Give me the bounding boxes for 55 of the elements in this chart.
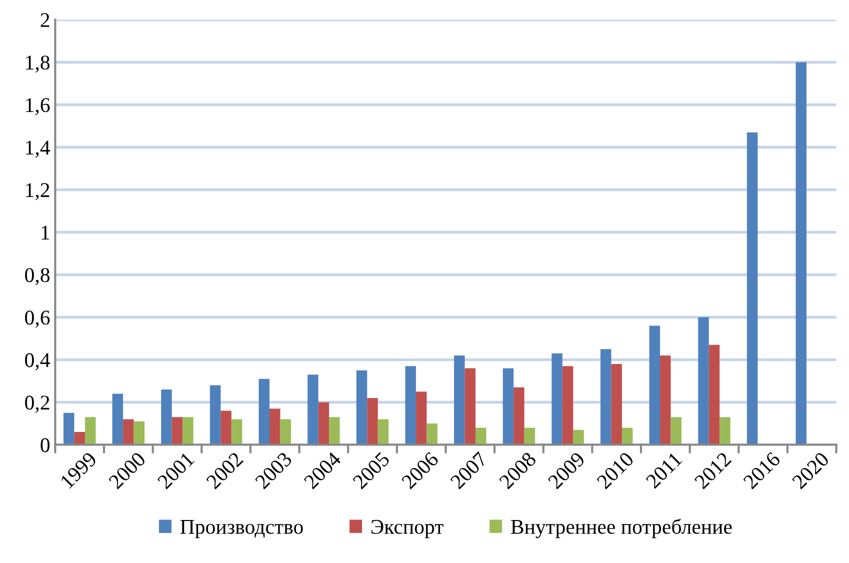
bar — [356, 370, 368, 445]
bar — [514, 387, 524, 445]
bar — [378, 419, 389, 445]
bar — [123, 419, 134, 445]
bar — [573, 430, 584, 445]
bar — [258, 378, 270, 445]
bar — [454, 356, 465, 445]
bar — [649, 326, 660, 445]
y-tick-label: 0,6 — [25, 310, 50, 328]
bar — [63, 412, 74, 445]
y-tick-label: 2 — [40, 13, 50, 27]
bar — [329, 417, 340, 445]
bar — [600, 349, 612, 445]
bar — [562, 366, 574, 445]
y-tick-label: 0,8 — [25, 268, 50, 286]
bar — [416, 392, 427, 445]
y-tick-label: 1 — [42, 226, 50, 240]
legend-label: Производство — [180, 520, 303, 538]
bar — [161, 390, 172, 445]
bar — [182, 417, 194, 445]
y-tick-label: 1,6 — [26, 98, 50, 116]
bar — [552, 353, 562, 445]
y-tick-label: 0,2 — [25, 396, 50, 413]
bar — [367, 398, 378, 445]
bar — [280, 419, 291, 445]
bar — [660, 356, 671, 445]
bar — [426, 424, 438, 445]
y-tick-label: 0,4 — [25, 353, 50, 370]
bar — [318, 402, 330, 445]
y-tick-label: 1,2 — [26, 183, 50, 200]
bar — [210, 385, 221, 445]
y-tick-label: 0 — [40, 438, 50, 452]
bar — [220, 410, 232, 445]
bar — [720, 417, 730, 445]
bar — [502, 368, 514, 445]
legend-label: Внутреннее потребление — [511, 518, 732, 538]
y-tick-label: 1,4 — [26, 140, 50, 158]
bar — [670, 417, 682, 445]
bar — [269, 408, 280, 445]
bar — [172, 417, 183, 445]
bar — [84, 417, 96, 445]
bar — [112, 394, 124, 445]
bar — [74, 432, 85, 445]
bar — [464, 368, 476, 445]
bar — [308, 374, 318, 445]
bar — [796, 62, 806, 445]
bar — [708, 344, 720, 445]
bar — [746, 132, 758, 445]
legend-label: Экспорт — [371, 520, 444, 538]
bar — [231, 419, 242, 445]
bar — [405, 366, 416, 445]
bar — [611, 364, 622, 445]
y-tick-label: 1,8 — [26, 56, 50, 73]
bar — [698, 317, 709, 445]
bar — [134, 421, 145, 445]
